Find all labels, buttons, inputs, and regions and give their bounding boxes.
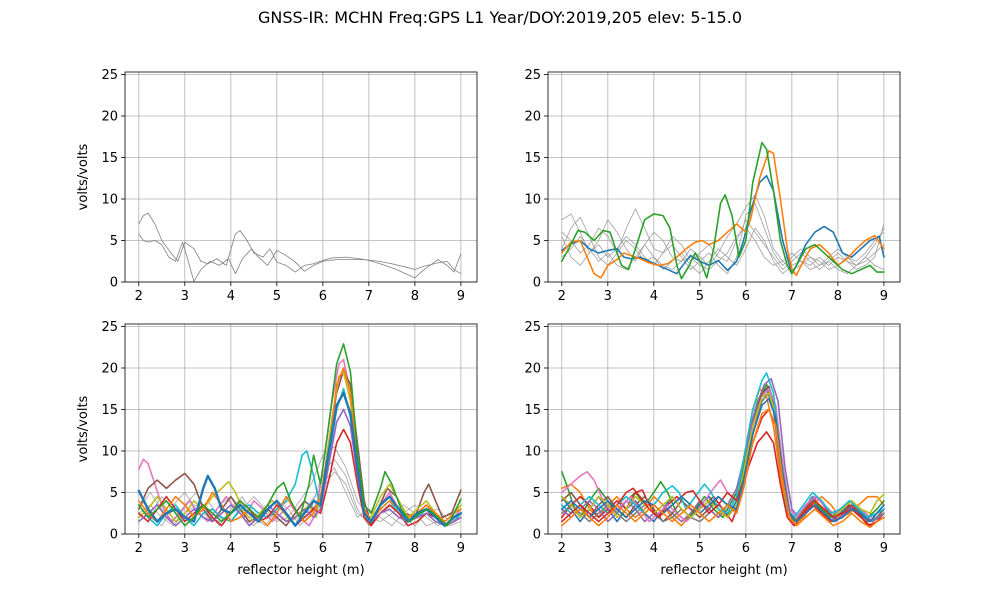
series-line-10 <box>561 408 885 527</box>
x-tick-label: 9 <box>457 289 465 304</box>
series-line-11 <box>561 397 885 523</box>
x-tick-label: 9 <box>880 541 888 556</box>
x-tick-label: 5 <box>696 541 704 556</box>
series-line-9 <box>561 372 885 519</box>
x-tick-label: 2 <box>558 289 566 304</box>
y-tick-label: 5 <box>533 486 541 501</box>
series-line-6 <box>561 150 885 279</box>
y-tick-label: 15 <box>524 403 541 418</box>
x-tick-label: 3 <box>181 289 189 304</box>
x-tick-label: 4 <box>227 289 235 304</box>
y-tick-label: 20 <box>101 109 118 124</box>
series-line-7 <box>561 141 885 280</box>
figure-title: GNSS-IR: MCHN Freq:GPS L1 Year/DOY:2019,… <box>257 8 742 27</box>
x-tick-label: 4 <box>650 541 658 556</box>
y-tick-label: 25 <box>101 320 118 335</box>
series-line-1 <box>138 233 462 282</box>
y-tick-label: 25 <box>101 68 118 83</box>
y-tick-label: 10 <box>101 192 118 207</box>
y-tick-label: 0 <box>110 276 118 291</box>
y-tick-label: 20 <box>101 361 118 376</box>
x-tick-label: 4 <box>650 289 658 304</box>
series-line-2 <box>561 383 885 523</box>
series-group <box>561 141 885 280</box>
x-tick-label: 9 <box>880 289 888 304</box>
x-tick-label: 6 <box>319 541 327 556</box>
y-tick-label: 25 <box>524 320 541 335</box>
x-tick-label: 7 <box>788 289 796 304</box>
series-line-2 <box>561 216 885 270</box>
series-line-1 <box>138 446 462 527</box>
x-tick-label: 6 <box>742 289 750 304</box>
y-tick-label: 15 <box>101 151 118 166</box>
series-line-0 <box>138 212 462 279</box>
y-axis-label: volts/volts <box>76 395 91 462</box>
y-tick-label: 25 <box>524 68 541 83</box>
series-group <box>138 212 462 282</box>
x-tick-label: 6 <box>319 289 327 304</box>
subplot-top-right: 2 3 4 5 6 7 8 9 0 5 10 15 20 25 <box>524 68 901 304</box>
x-axis-label: reflector height (m) <box>237 563 364 578</box>
y-tick-label: 0 <box>110 528 118 543</box>
y-tick-label: 20 <box>524 361 541 376</box>
x-tick-label: 8 <box>834 289 842 304</box>
x-tick-label: 5 <box>273 289 281 304</box>
x-tick-label: 2 <box>558 541 566 556</box>
subplot-top-left: 2 3 4 5 6 7 8 9 0 5 10 15 20 25 volts/volts <box>76 68 478 304</box>
x-tick-label: 2 <box>135 541 143 556</box>
y-tick-label: 15 <box>101 403 118 418</box>
x-tick-label: 8 <box>834 541 842 556</box>
x-tick-label: 3 <box>181 541 189 556</box>
series-group <box>137 343 463 527</box>
x-tick-label: 3 <box>604 289 612 304</box>
axes-frame <box>124 71 478 283</box>
x-tick-label: 6 <box>742 541 750 556</box>
y-tick-label: 0 <box>533 528 541 543</box>
x-tick-label: 7 <box>365 289 373 304</box>
y-tick-label: 15 <box>524 151 541 166</box>
x-tick-label: 7 <box>788 541 796 556</box>
y-tick-label: 10 <box>524 444 541 459</box>
series-line-3 <box>561 227 885 275</box>
series-line-0 <box>561 194 885 266</box>
x-tick-label: 7 <box>365 541 373 556</box>
series-line-5 <box>561 174 885 275</box>
y-tick-label: 20 <box>524 109 541 124</box>
series-line-12 <box>138 343 462 527</box>
axes-frame <box>124 323 478 535</box>
x-tick-label: 3 <box>604 541 612 556</box>
series-line-12 <box>561 408 885 529</box>
subplot-bottom-left: 2 3 4 5 6 7 8 9 0 5 10 15 20 25 volts/volts reflector h… <box>76 320 478 578</box>
x-tick-label: 9 <box>457 541 465 556</box>
x-axis-label: reflector height (m) <box>660 563 787 578</box>
x-tick-label: 2 <box>135 289 143 304</box>
series-line-11 <box>137 391 463 527</box>
x-tick-label: 8 <box>411 541 419 556</box>
y-tick-label: 10 <box>101 444 118 459</box>
y-tick-label: 0 <box>533 276 541 291</box>
y-tick-label: 5 <box>110 234 118 249</box>
y-tick-label: 5 <box>110 486 118 501</box>
y-tick-label: 5 <box>533 234 541 249</box>
y-axis-label: volts/volts <box>76 143 91 210</box>
x-tick-label: 4 <box>227 541 235 556</box>
x-tick-label: 5 <box>273 541 281 556</box>
series-group <box>561 372 885 529</box>
y-tick-label: 10 <box>524 192 541 207</box>
axes-frame <box>547 71 901 283</box>
series-line-7 <box>138 371 462 523</box>
subplot-bottom-right: 2 3 4 5 6 7 8 9 0 5 10 15 20 25 reflector height (m) <box>524 320 901 578</box>
x-tick-label: 5 <box>696 289 704 304</box>
x-tick-label: 8 <box>411 289 419 304</box>
axes-frame <box>547 323 901 535</box>
